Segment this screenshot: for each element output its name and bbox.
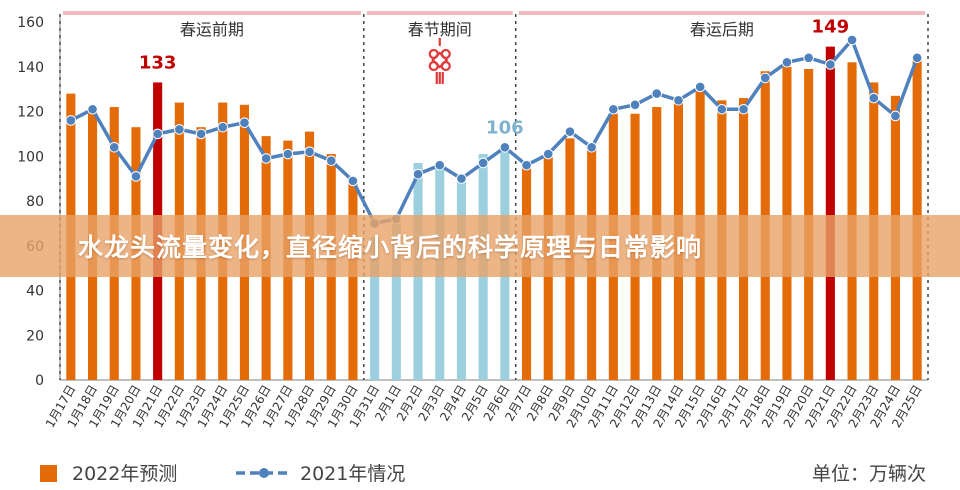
line-point <box>694 81 706 93</box>
line-point <box>477 157 489 169</box>
line-point <box>521 159 532 171</box>
line-point <box>651 88 663 99</box>
data-label: 106 <box>486 117 524 138</box>
banner-title: 水龙头流量变化，直径缩小背后的科学原理与日常影响 <box>78 233 703 262</box>
period-title: 春运后期 <box>690 20 754 39</box>
y-tick-label: 160 <box>17 15 44 31</box>
bar <box>825 46 835 381</box>
line-point <box>499 142 511 153</box>
line-point <box>825 59 836 70</box>
line-point <box>108 142 120 153</box>
y-tick-label: 20 <box>26 328 44 344</box>
legend-label: 2022年预测 <box>72 463 177 485</box>
y-tick-label: 40 <box>26 284 44 300</box>
line-point <box>629 99 641 111</box>
bar <box>370 236 380 380</box>
legend-label: 2021年情况 <box>300 463 405 485</box>
title-banner: 水龙头流量变化，直径缩小背后的科学原理与日常影响 <box>0 215 960 277</box>
line-point <box>781 56 793 68</box>
line-point <box>239 117 250 128</box>
y-tick-label: 140 <box>17 60 44 76</box>
line-point <box>890 110 901 122</box>
line-point <box>347 175 359 187</box>
period-band <box>518 11 925 15</box>
period-title: 春节期间 <box>408 20 472 39</box>
period-band <box>63 11 361 15</box>
line-point <box>564 126 576 137</box>
period-title: 春运前期 <box>180 20 244 39</box>
y-tick-label: 100 <box>17 149 44 165</box>
unit-note: 单位：万辆次 <box>812 463 926 485</box>
line-point <box>868 92 880 104</box>
y-tick-label: 120 <box>17 105 44 121</box>
line-point <box>130 171 142 182</box>
line-point <box>195 128 207 140</box>
line-point <box>911 52 923 64</box>
line-point <box>282 148 294 160</box>
bar <box>348 178 358 380</box>
line-point <box>174 124 185 135</box>
line-point <box>65 115 77 126</box>
line-point <box>608 103 619 115</box>
bar <box>456 174 467 380</box>
line-point <box>456 173 467 184</box>
line-point <box>152 128 163 140</box>
line-point <box>217 121 229 133</box>
line-point <box>260 153 272 164</box>
period-band <box>366 11 513 15</box>
bar <box>391 223 401 380</box>
line-point <box>325 155 337 167</box>
line-point <box>716 103 728 115</box>
line-point <box>846 34 858 46</box>
y-tick-label: 80 <box>26 194 44 210</box>
data-label: 149 <box>812 17 850 38</box>
line-point <box>738 103 749 115</box>
line-series <box>70 38 919 226</box>
line-point <box>803 52 814 64</box>
legend-swatch-bar <box>40 465 57 482</box>
line-point <box>673 95 684 106</box>
line-point <box>304 146 315 158</box>
line-point <box>542 148 554 160</box>
y-tick-label: 0 <box>35 373 44 389</box>
data-label: 133 <box>139 52 177 73</box>
legend-swatch-point <box>259 468 269 478</box>
chinese-knot-icon <box>428 38 451 84</box>
line-point <box>412 168 424 180</box>
line-point <box>759 72 771 84</box>
line-point <box>434 159 446 171</box>
line-point <box>87 103 98 115</box>
line-point <box>586 142 597 153</box>
